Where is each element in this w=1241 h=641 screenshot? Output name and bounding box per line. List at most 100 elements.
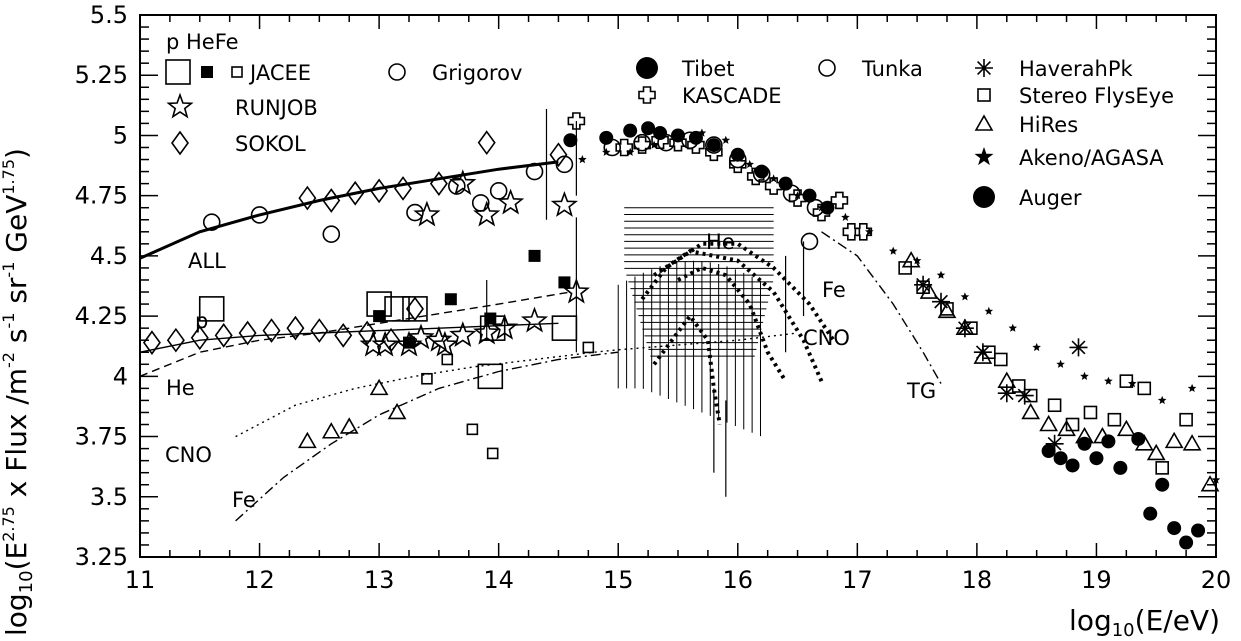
akeno-agasa-point — [721, 135, 731, 144]
y-tick-label: 4.5 — [90, 242, 128, 270]
sokol-point — [310, 318, 329, 343]
sokol-point — [394, 176, 413, 201]
sokol-point — [429, 171, 448, 196]
tibet-point — [730, 147, 745, 162]
legend-marker — [636, 57, 658, 79]
kascade-point — [842, 223, 861, 241]
haverahpk-point — [932, 292, 950, 311]
y-axis-label-part: -1 — [0, 313, 18, 329]
grigorov-point — [406, 203, 424, 222]
kascade-point — [854, 223, 873, 241]
haverahpk-point — [1045, 434, 1064, 453]
stereo-flyseye-point — [1011, 379, 1026, 393]
tibet-point — [623, 123, 638, 138]
stereo-flyseye-point — [1047, 398, 1062, 413]
grigorov-point — [448, 177, 466, 195]
legend-marker — [638, 86, 656, 104]
akeno-agasa-point — [673, 130, 683, 140]
akeno-agasa-point — [745, 159, 754, 168]
legend-label: KASCADE — [682, 84, 782, 108]
runjob-point — [431, 330, 459, 357]
x-tick-label: 14 — [483, 566, 514, 594]
annotation-fe: Fe — [822, 278, 846, 302]
legend-marker — [975, 59, 993, 77]
tunka-point — [657, 133, 675, 152]
y-axis-label-part: 2.75 — [0, 506, 18, 542]
kascade-point — [567, 112, 586, 130]
tunka-point — [705, 136, 723, 154]
runjob-point — [407, 323, 435, 350]
y-tick-label: 4.75 — [75, 182, 128, 210]
annotations: ALL p He CNO Fe He Fe CNO TG — [165, 230, 936, 512]
stereo-flyseye-point — [1023, 388, 1038, 403]
legend-label: Akeno/AGASA — [1019, 146, 1164, 170]
runjob-point — [473, 318, 501, 345]
y-axis-label-part: GeV — [0, 195, 33, 262]
akeno-agasa-point — [841, 212, 850, 221]
y-tick-label: 5.25 — [75, 61, 128, 89]
series-kascade-cross-open — [567, 112, 873, 241]
auger-point — [1167, 521, 1182, 536]
sokol-point — [358, 320, 377, 346]
auger-point — [1155, 477, 1170, 492]
curve-he — [652, 248, 824, 383]
hires-point — [339, 417, 359, 434]
series-jacee-square-filled — [373, 249, 571, 349]
runjob-point — [562, 277, 591, 304]
kascade-point — [687, 136, 705, 154]
stereo-flyseye-point — [1137, 381, 1152, 396]
tibet-point — [599, 130, 614, 145]
auger-point — [1113, 460, 1128, 475]
curve-fe — [640, 241, 836, 342]
legend-marker — [165, 59, 191, 85]
curve-cno — [235, 332, 798, 438]
series-sokol-diamond-open — [142, 130, 568, 355]
series-jacee-square-open-small — [421, 341, 595, 460]
x-tick-label: 18 — [962, 566, 993, 594]
x-tick-label: 16 — [723, 566, 754, 594]
grigorov-point — [525, 162, 544, 181]
series-hires-triangle-open — [297, 251, 1220, 492]
stereo-flyseye-point — [1155, 461, 1169, 475]
runjob-point — [550, 190, 579, 217]
legend-item-haverahpk: HaverahPk — [975, 57, 1133, 81]
legend-label: HiRes — [1019, 113, 1078, 137]
haverahpk-point — [914, 275, 933, 294]
akeno-agasa-point — [1157, 395, 1167, 405]
legend-item-tibet: Tibet — [636, 57, 735, 81]
akeno-agasa-point — [912, 256, 922, 265]
legend-label: SOKOL — [235, 132, 306, 156]
axis-ticks — [139, 14, 1217, 558]
tibet-point — [641, 121, 656, 136]
series-akeno-agasa-star-filled — [578, 128, 1221, 484]
auger-point — [1179, 535, 1194, 550]
legend: p HeFe JACEE Grigorov RUNJOB SOKOL Tibet Tunka… — [165, 30, 1174, 210]
legend-label: HaverahPk — [1019, 57, 1133, 81]
runjob-point — [496, 188, 525, 215]
haverahpk-point — [1069, 338, 1088, 357]
grigorov-point — [489, 182, 508, 200]
auger-point — [1077, 436, 1092, 451]
runjob-point — [449, 321, 477, 347]
curve-cno — [677, 265, 788, 383]
kascade-point — [633, 136, 651, 154]
y-tick-label: 4 — [113, 362, 128, 390]
x-tick-label: 11 — [125, 566, 156, 594]
jacee-point — [558, 276, 571, 289]
kascade-point — [705, 143, 723, 162]
grigorov-point — [322, 225, 341, 244]
akeno-agasa-point — [888, 246, 898, 255]
error-bars — [486, 108, 805, 497]
kascade-point — [746, 167, 765, 186]
legend-header: p HeFe — [166, 30, 239, 54]
legend-label: RUNJOB — [235, 96, 318, 120]
jacee-point — [441, 353, 454, 366]
akeno-agasa-point — [1032, 342, 1041, 352]
legend-item-tunka: Tunka — [818, 57, 923, 81]
legend-marker — [973, 186, 995, 208]
x-axis-label-part: log — [1069, 604, 1112, 637]
sokol-point — [477, 130, 496, 156]
legend-item-auger: Auger — [973, 186, 1082, 210]
axis-labels: log10(E/eV)log10(E2.75 x Flux /m-2 s-1 s… — [0, 148, 1220, 641]
akeno-agasa-point — [602, 147, 611, 156]
